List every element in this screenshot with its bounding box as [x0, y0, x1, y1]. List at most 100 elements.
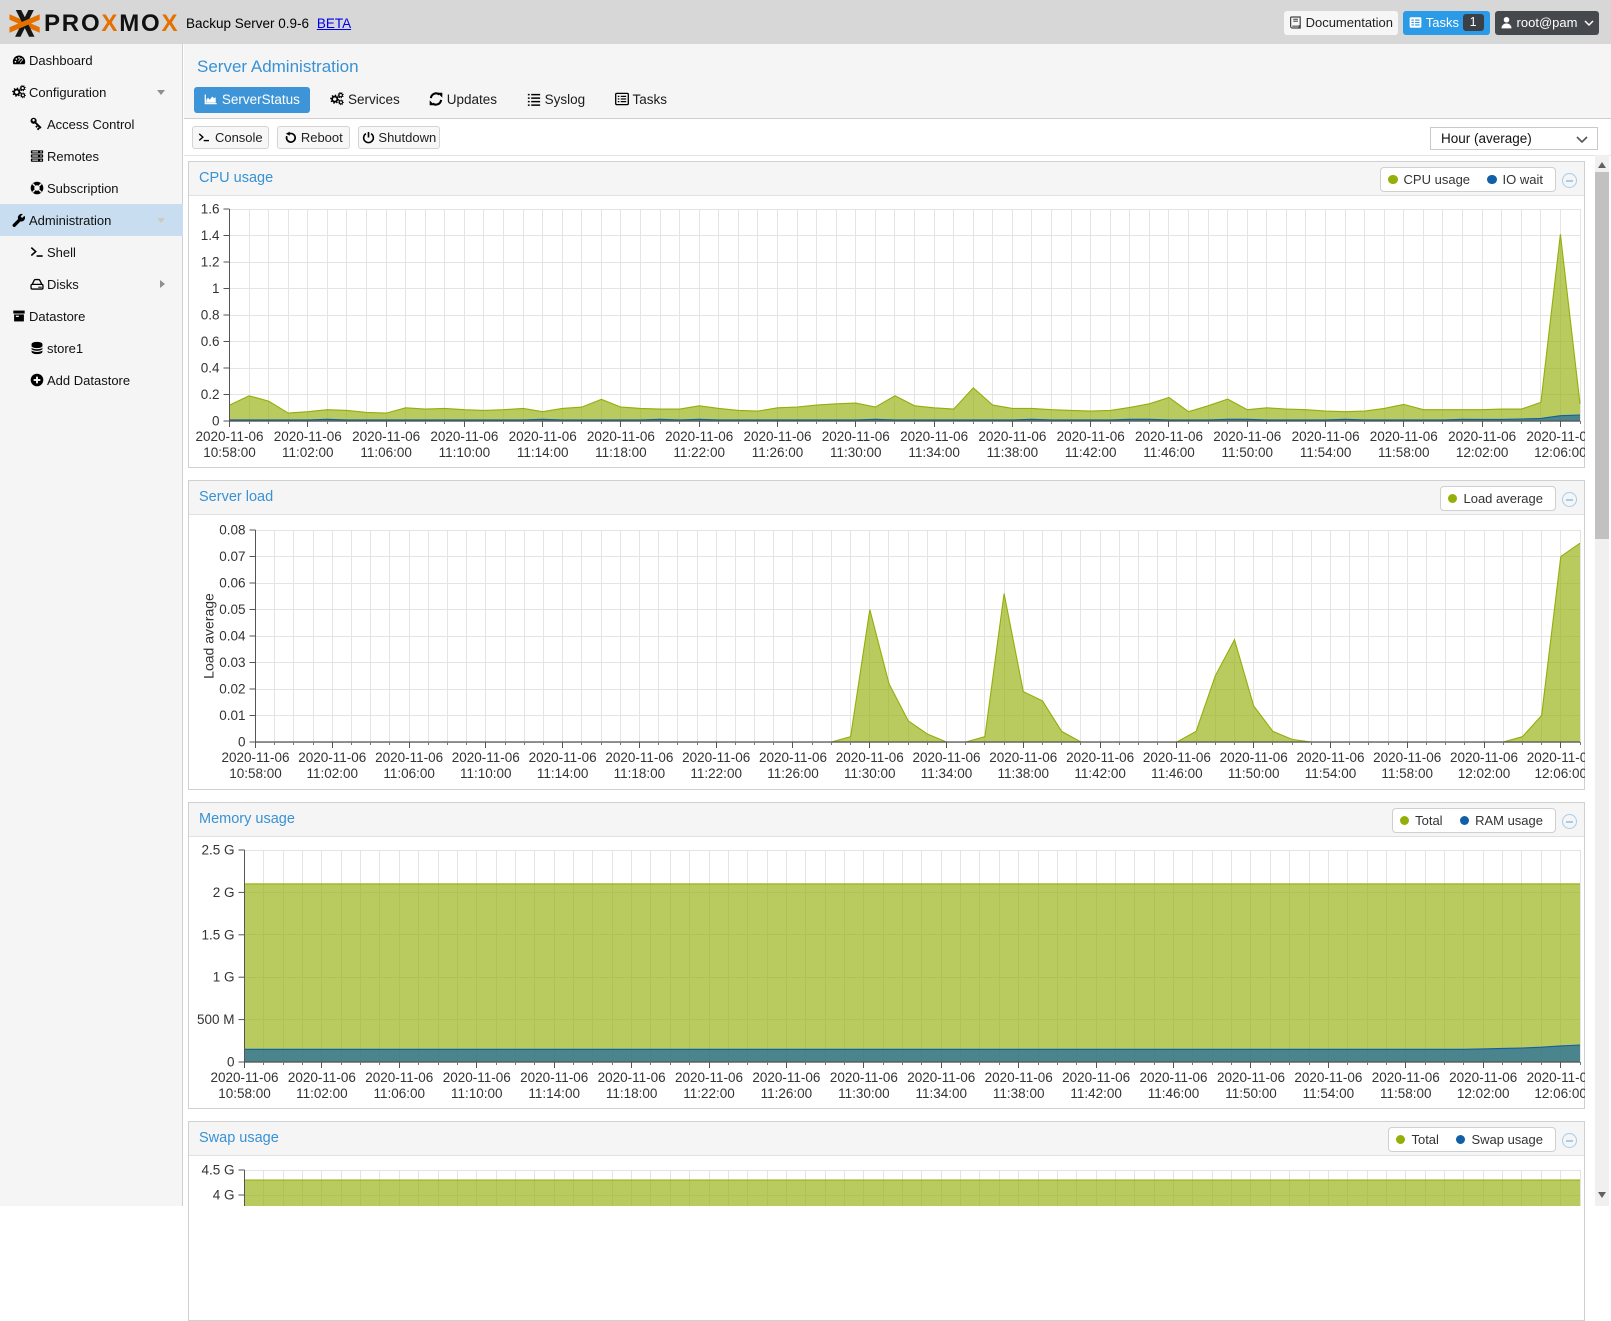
svg-text:2020-11-06: 2020-11-06 — [907, 1070, 975, 1085]
svg-text:2020-11-06: 2020-11-06 — [836, 750, 904, 765]
svg-text:12:02:00: 12:02:00 — [1456, 445, 1509, 460]
svg-text:0.07: 0.07 — [219, 549, 245, 564]
svg-text:0.8: 0.8 — [201, 308, 220, 323]
svg-text:11:30:00: 11:30:00 — [844, 766, 896, 781]
svg-text:2020-11-06: 2020-11-06 — [1217, 1070, 1285, 1085]
svg-text:2020-11-06: 2020-11-06 — [1527, 750, 1595, 765]
svg-text:2020-11-06: 2020-11-06 — [1526, 429, 1594, 444]
svg-text:12:06:00: 12:06:00 — [1534, 445, 1587, 460]
svg-text:11:58:00: 11:58:00 — [1378, 445, 1430, 460]
svg-text:11:54:00: 11:54:00 — [1300, 445, 1352, 460]
svg-text:2020-11-06: 2020-11-06 — [605, 750, 673, 765]
svg-text:2020-11-06: 2020-11-06 — [1057, 429, 1125, 444]
svg-text:11:14:00: 11:14:00 — [528, 1086, 580, 1101]
svg-text:11:50:00: 11:50:00 — [1228, 766, 1280, 781]
svg-text:2020-11-06: 2020-11-06 — [1062, 1070, 1130, 1085]
svg-text:2020-11-06: 2020-11-06 — [752, 1070, 820, 1085]
svg-text:2020-11-06: 2020-11-06 — [1066, 750, 1134, 765]
svg-text:11:10:00: 11:10:00 — [439, 445, 491, 460]
svg-text:11:26:00: 11:26:00 — [767, 766, 819, 781]
svg-text:11:46:00: 11:46:00 — [1143, 445, 1195, 460]
svg-text:0.01: 0.01 — [219, 708, 245, 723]
svg-text:2020-11-06: 2020-11-06 — [452, 750, 520, 765]
svg-text:11:02:00: 11:02:00 — [296, 1086, 348, 1101]
svg-text:2020-11-06: 2020-11-06 — [830, 1070, 898, 1085]
svg-text:2020-11-06: 2020-11-06 — [298, 750, 366, 765]
svg-text:11:18:00: 11:18:00 — [606, 1086, 658, 1101]
svg-text:10:58:00: 10:58:00 — [203, 445, 256, 460]
svg-text:2020-11-06: 2020-11-06 — [221, 750, 289, 765]
svg-text:2020-11-06: 2020-11-06 — [1450, 750, 1518, 765]
svg-text:2020-11-06: 2020-11-06 — [759, 750, 827, 765]
svg-text:2020-11-06: 2020-11-06 — [1294, 1070, 1362, 1085]
svg-text:11:14:00: 11:14:00 — [537, 766, 589, 781]
svg-text:11:38:00: 11:38:00 — [998, 766, 1050, 781]
svg-text:2020-11-06: 2020-11-06 — [520, 1070, 588, 1085]
svg-text:0.06: 0.06 — [219, 576, 245, 591]
svg-text:11:34:00: 11:34:00 — [908, 445, 960, 460]
svg-text:2020-11-06: 2020-11-06 — [900, 429, 968, 444]
svg-text:2020-11-06: 2020-11-06 — [1448, 429, 1516, 444]
svg-text:1.2: 1.2 — [201, 255, 220, 270]
svg-text:2020-11-06: 2020-11-06 — [1143, 750, 1211, 765]
svg-text:2020-11-06: 2020-11-06 — [665, 429, 733, 444]
svg-text:0.03: 0.03 — [219, 655, 245, 670]
svg-text:11:58:00: 11:58:00 — [1380, 1086, 1432, 1101]
svg-text:11:18:00: 11:18:00 — [595, 445, 647, 460]
svg-text:11:18:00: 11:18:00 — [614, 766, 666, 781]
svg-text:0.02: 0.02 — [219, 682, 245, 697]
svg-text:11:06:00: 11:06:00 — [374, 1086, 426, 1101]
svg-text:11:22:00: 11:22:00 — [690, 766, 742, 781]
svg-text:11:22:00: 11:22:00 — [673, 445, 725, 460]
svg-text:11:42:00: 11:42:00 — [1065, 445, 1117, 460]
svg-text:2020-11-06: 2020-11-06 — [365, 1070, 433, 1085]
svg-text:11:22:00: 11:22:00 — [683, 1086, 735, 1101]
svg-text:11:06:00: 11:06:00 — [360, 445, 412, 460]
svg-text:2020-11-06: 2020-11-06 — [509, 429, 577, 444]
svg-text:2020-11-06: 2020-11-06 — [529, 750, 597, 765]
svg-text:2020-11-06: 2020-11-06 — [1213, 429, 1281, 444]
svg-text:1 G: 1 G — [213, 970, 235, 985]
svg-text:11:38:00: 11:38:00 — [993, 1086, 1045, 1101]
svg-text:11:26:00: 11:26:00 — [761, 1086, 813, 1101]
svg-text:2020-11-06: 2020-11-06 — [989, 750, 1057, 765]
svg-text:1: 1 — [212, 281, 220, 296]
svg-text:11:30:00: 11:30:00 — [830, 445, 882, 460]
svg-text:2020-11-06: 2020-11-06 — [1372, 1070, 1440, 1085]
svg-text:11:50:00: 11:50:00 — [1225, 1086, 1277, 1101]
svg-text:11:30:00: 11:30:00 — [838, 1086, 890, 1101]
svg-text:1.5 G: 1.5 G — [201, 927, 234, 942]
svg-text:11:34:00: 11:34:00 — [921, 766, 973, 781]
svg-text:2020-11-06: 2020-11-06 — [587, 429, 655, 444]
svg-text:10:58:00: 10:58:00 — [218, 1086, 271, 1101]
svg-text:2020-11-06: 2020-11-06 — [1135, 429, 1203, 444]
svg-text:2020-11-06: 2020-11-06 — [1292, 429, 1360, 444]
svg-text:4 G: 4 G — [213, 1188, 235, 1203]
svg-text:2020-11-06: 2020-11-06 — [210, 1070, 278, 1085]
svg-text:0.04: 0.04 — [219, 629, 246, 644]
svg-text:Load average: Load average — [201, 593, 217, 679]
svg-text:2020-11-06: 2020-11-06 — [675, 1070, 743, 1085]
svg-text:2020-11-06: 2020-11-06 — [1373, 750, 1441, 765]
svg-text:2020-11-06: 2020-11-06 — [743, 429, 811, 444]
svg-text:12:02:00: 12:02:00 — [1457, 1086, 1510, 1101]
svg-text:2020-11-06: 2020-11-06 — [274, 429, 342, 444]
svg-text:500 M: 500 M — [197, 1012, 235, 1027]
svg-text:0.4: 0.4 — [201, 361, 220, 376]
svg-text:2020-11-06: 2020-11-06 — [1296, 750, 1364, 765]
svg-text:11:02:00: 11:02:00 — [282, 445, 334, 460]
svg-text:0: 0 — [238, 735, 246, 750]
svg-text:11:54:00: 11:54:00 — [1303, 1086, 1355, 1101]
svg-text:2020-11-06: 2020-11-06 — [1527, 1070, 1595, 1085]
svg-text:1.4: 1.4 — [201, 228, 220, 243]
svg-text:11:02:00: 11:02:00 — [307, 766, 359, 781]
svg-text:11:58:00: 11:58:00 — [1381, 766, 1433, 781]
svg-text:11:42:00: 11:42:00 — [1070, 1086, 1122, 1101]
svg-text:0.05: 0.05 — [219, 602, 245, 617]
svg-text:0.08: 0.08 — [219, 523, 245, 538]
svg-text:2020-11-06: 2020-11-06 — [1139, 1070, 1207, 1085]
svg-text:2020-11-06: 2020-11-06 — [1370, 429, 1438, 444]
svg-text:2020-11-06: 2020-11-06 — [443, 1070, 511, 1085]
svg-text:11:38:00: 11:38:00 — [987, 445, 1039, 460]
svg-text:2.5 G: 2.5 G — [201, 843, 234, 858]
